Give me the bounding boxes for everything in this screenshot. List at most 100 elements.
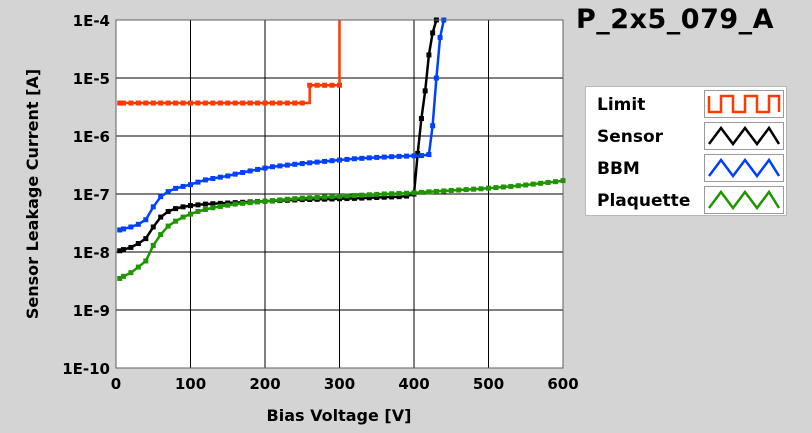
triangle-wave-icon xyxy=(708,125,781,147)
data-point-plaquette xyxy=(210,205,216,211)
data-point-limit xyxy=(143,100,149,106)
data-point-sensor xyxy=(366,195,372,201)
legend-item-bbm[interactable]: BBM xyxy=(586,153,786,183)
data-point-bbm xyxy=(411,153,417,159)
data-point-plaquette xyxy=(240,200,246,206)
data-point-plaquette xyxy=(538,180,544,186)
series-limit xyxy=(117,20,342,106)
data-point-plaquette xyxy=(486,185,491,191)
y-tick-label: 1E-8 xyxy=(73,244,110,262)
data-point-bbm xyxy=(437,34,443,40)
data-point-plaquette xyxy=(329,194,335,200)
data-point-plaquette xyxy=(344,193,350,199)
data-point-bbm xyxy=(284,162,290,168)
data-point-sensor xyxy=(426,52,432,58)
data-point-bbm xyxy=(433,75,439,81)
data-point-bbm xyxy=(195,179,201,185)
chart-title: P_2x5_079_A xyxy=(576,4,775,35)
data-point-plaquette xyxy=(120,273,126,279)
data-point-limit xyxy=(314,82,320,88)
series-bbm xyxy=(117,17,447,233)
data-point-plaquette xyxy=(366,192,372,198)
data-point-plaquette xyxy=(441,188,447,194)
data-point-plaquette xyxy=(255,199,261,205)
data-point-bbm xyxy=(277,163,283,169)
data-point-bbm xyxy=(389,154,395,160)
data-point-bbm xyxy=(217,174,223,180)
data-point-bbm xyxy=(322,158,328,164)
data-point-bbm xyxy=(262,165,268,171)
data-point-bbm xyxy=(128,224,134,230)
data-point-plaquette xyxy=(277,197,283,203)
data-point-plaquette xyxy=(463,187,469,193)
data-point-sensor xyxy=(359,195,365,201)
data-point-sensor xyxy=(415,150,421,156)
data-point-limit xyxy=(173,100,179,106)
legend-item-sensor[interactable]: Sensor xyxy=(586,121,786,151)
x-tick-label: 200 xyxy=(249,375,280,393)
data-point-limit xyxy=(202,100,208,106)
data-point-plaquette xyxy=(135,264,141,270)
data-point-bbm xyxy=(329,158,335,164)
data-point-sensor xyxy=(173,206,179,212)
data-point-limit xyxy=(165,100,171,106)
legend-label-sensor: Sensor xyxy=(597,127,664,147)
data-point-limit xyxy=(150,100,156,106)
data-point-limit xyxy=(128,100,134,106)
y-tick-label: 1E-4 xyxy=(73,12,110,30)
data-point-plaquette xyxy=(433,188,439,194)
data-point-bbm xyxy=(359,155,365,161)
data-point-bbm xyxy=(430,123,436,129)
data-point-bbm xyxy=(165,189,171,195)
data-point-limit xyxy=(299,100,305,106)
x-axis-title: Bias Voltage [V] xyxy=(267,406,412,425)
data-point-plaquette xyxy=(247,200,253,206)
data-point-bbm xyxy=(396,153,402,159)
data-point-plaquette xyxy=(269,198,275,204)
data-point-bbm xyxy=(299,161,305,167)
y-tick-label: 1E-7 xyxy=(73,186,110,204)
data-point-plaquette xyxy=(396,191,402,197)
y-tick-label: 1E-10 xyxy=(62,360,110,378)
data-point-sensor xyxy=(120,247,126,253)
legend-swatch-sensor[interactable] xyxy=(704,122,784,150)
y-tick-label: 1E-5 xyxy=(73,70,110,88)
y-tick-label: 1E-9 xyxy=(73,302,110,320)
data-point-plaquette xyxy=(478,186,484,192)
x-tick-label: 300 xyxy=(324,375,355,393)
data-point-limit xyxy=(120,100,126,106)
data-point-bbm xyxy=(344,156,350,162)
data-point-plaquette xyxy=(515,183,521,189)
data-point-bbm xyxy=(255,166,261,172)
data-point-bbm xyxy=(120,226,126,232)
y-tick-label: 1E-6 xyxy=(73,128,110,146)
data-point-bbm xyxy=(404,153,410,159)
data-point-sensor xyxy=(180,204,186,210)
legend-swatch-limit[interactable] xyxy=(704,90,784,118)
data-point-bbm xyxy=(158,194,164,200)
data-point-limit xyxy=(292,100,298,106)
data-point-plaquette xyxy=(351,193,357,199)
data-point-sensor xyxy=(135,241,141,247)
data-point-limit xyxy=(180,100,186,106)
data-point-limit xyxy=(329,82,335,88)
legend-item-plaquette[interactable]: Plaquette xyxy=(586,185,786,215)
data-point-plaquette xyxy=(292,196,298,202)
legend-item-limit[interactable]: Limit xyxy=(586,89,786,119)
x-tick-label: 500 xyxy=(473,375,504,393)
data-point-bbm xyxy=(269,164,275,170)
data-point-plaquette xyxy=(225,202,231,208)
triangle-wave-icon xyxy=(708,189,781,211)
legend-swatch-bbm[interactable] xyxy=(704,154,784,182)
data-point-bbm xyxy=(337,157,342,163)
data-point-bbm xyxy=(247,168,253,174)
data-point-plaquette xyxy=(195,208,201,214)
data-point-bbm xyxy=(351,156,357,162)
data-point-sensor xyxy=(217,200,223,206)
data-point-limit xyxy=(247,100,253,106)
legend-swatch-plaquette[interactable] xyxy=(704,186,784,214)
data-point-bbm xyxy=(202,177,208,183)
data-point-limit xyxy=(337,82,342,88)
data-point-bbm xyxy=(240,169,246,175)
data-point-plaquette xyxy=(202,207,208,213)
